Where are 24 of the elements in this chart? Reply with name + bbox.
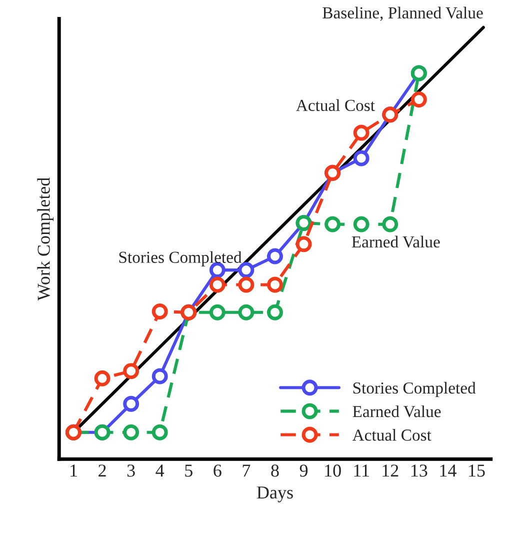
x-tick-label: 11 [354,464,369,477]
x-tick-label: 15 [469,464,485,477]
x-tick-label: 13 [411,464,428,477]
x-tick-label: 3 [127,464,135,477]
series-label: Baseline, Planned Value [322,6,483,21]
legend-label: Actual Cost [352,429,432,441]
x-tick-label: 2 [98,464,106,477]
annotation: Stories Completed [119,251,242,266]
x-tick-label: 10 [325,464,341,477]
x-tick-label: 9 [300,464,308,477]
x-tick-label: 8 [271,464,279,477]
x-tick-label: 12 [382,464,398,477]
x-tick-label: 14 [440,464,456,477]
annotation: Earned Value [352,236,440,248]
x-tick-label: 5 [185,464,192,477]
x-tick-label: 7 [242,464,250,477]
annotation: Actual Cost [296,99,375,112]
x-tick-label: 4 [156,464,164,477]
x-tick-label: 1 [70,464,77,477]
legend-label: Stories Completed [353,382,476,398]
x-axis-title: Days [256,486,293,502]
y-axis-title: Work Completed [37,177,54,301]
x-tick-label: 6 [214,464,222,477]
legend-label: Earned Value [352,405,441,418]
